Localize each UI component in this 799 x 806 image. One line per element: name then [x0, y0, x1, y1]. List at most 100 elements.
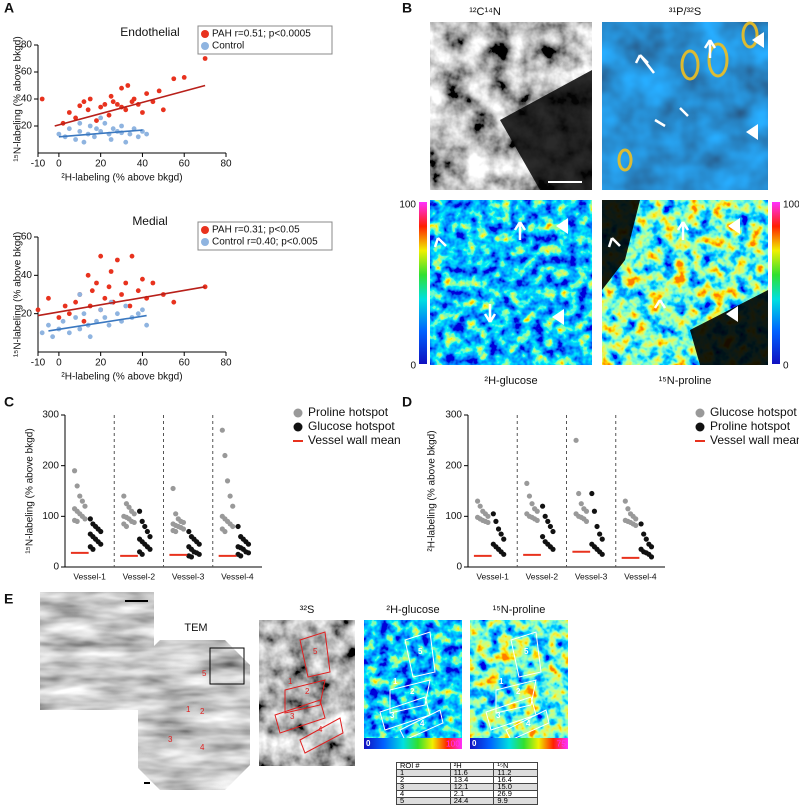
image-label: ²H-glucose: [484, 375, 537, 387]
data-point: [123, 523, 130, 530]
data-point: [501, 551, 507, 557]
hotspots: [617, 21, 759, 172]
data-point: [545, 518, 551, 525]
table-cell: 5: [396, 797, 451, 805]
data-point: [526, 493, 533, 499]
data-point: [110, 99, 116, 105]
data-point: [98, 253, 104, 259]
data-point: [98, 541, 104, 547]
data-point: [180, 519, 187, 526]
data-point: [131, 96, 137, 102]
data-point: [135, 134, 141, 140]
data-point: [591, 508, 598, 514]
data-point: [147, 534, 153, 540]
data-point: [108, 269, 114, 274]
data-point: [622, 498, 628, 504]
x-tick-label: -10: [31, 159, 46, 170]
arrowheads: [552, 32, 764, 325]
tem-inset: [39, 591, 155, 711]
data-point: [599, 536, 605, 542]
data-point: [106, 322, 112, 328]
roi-label: 5: [313, 647, 318, 656]
data-point: [127, 303, 133, 309]
data-point: [529, 501, 535, 507]
data-point: [73, 299, 78, 305]
roi-label: 2: [305, 687, 310, 696]
data-point: [235, 523, 241, 530]
data-point: [123, 303, 129, 309]
colorbar: [470, 738, 568, 749]
data-point: [87, 123, 93, 129]
data-point: [74, 483, 80, 489]
data-point: [573, 437, 579, 443]
y-tick-label: 60: [21, 232, 33, 243]
data-point: [230, 503, 236, 509]
legend-label: Vessel wall mean: [710, 433, 799, 447]
data-point: [92, 134, 97, 140]
panel-label: E: [4, 591, 13, 607]
roi-label: 3: [496, 711, 501, 720]
data-point: [539, 534, 546, 540]
dark-region: [500, 70, 592, 190]
table-cell: 24.4: [449, 797, 495, 805]
legend-box: [197, 25, 333, 55]
roi-label: 4: [318, 725, 323, 734]
data-point: [90, 546, 96, 552]
table-row: 5 24.4 9.9: [396, 797, 538, 805]
data-point: [547, 523, 553, 530]
data-point: [119, 123, 124, 129]
data-point: [173, 511, 179, 517]
data-point: [66, 311, 72, 317]
data-point: [633, 516, 639, 522]
data-point: [539, 503, 546, 509]
header-cell: ROI #: [396, 762, 451, 770]
data-point: [77, 493, 83, 499]
trend-line: [37, 286, 206, 317]
dark-region: [602, 200, 768, 365]
data-point: [108, 137, 114, 142]
data-point: [501, 536, 507, 542]
data-point: [578, 501, 584, 507]
data-point: [87, 516, 93, 522]
data-point: [35, 307, 41, 313]
data-point: [498, 531, 504, 537]
colorbar-label: 100: [399, 200, 416, 211]
data-point: [114, 102, 120, 107]
data-point: [150, 280, 156, 286]
roi-label: 5: [524, 647, 529, 656]
data-point: [129, 253, 135, 259]
data-point: [81, 99, 87, 105]
data-point: [485, 519, 491, 526]
image-label: TEM: [184, 622, 207, 634]
trend-line: [58, 129, 143, 138]
chart-title: Medial: [132, 214, 167, 228]
image-label: ³²S: [300, 604, 315, 616]
x-tick-label: Vessel-2: [526, 571, 559, 581]
data-point: [139, 551, 145, 557]
data-point: [170, 485, 176, 492]
y-tick-label: 80: [21, 40, 33, 51]
data-point: [219, 427, 225, 433]
data-point: [131, 511, 137, 517]
legend-label: Control r=0.40; p<0.005: [212, 237, 318, 248]
data-point: [106, 284, 112, 290]
data-point: [245, 541, 252, 547]
data-point: [477, 503, 483, 509]
data-point: [60, 318, 66, 324]
data-point: [490, 511, 496, 517]
x-tick-label: 60: [179, 358, 191, 369]
roi-label: 3: [290, 712, 295, 721]
data-point: [238, 553, 244, 559]
y-tick-label: 300: [445, 410, 462, 421]
data-point: [140, 276, 145, 282]
y-tick-label: 100: [445, 511, 462, 522]
data-point: [131, 519, 137, 526]
data-point: [110, 126, 116, 132]
data-point: [196, 551, 202, 557]
data-point: [135, 311, 141, 317]
data-point: [222, 452, 228, 459]
data-point: [108, 93, 114, 99]
table-cell: 9.9: [493, 797, 538, 805]
